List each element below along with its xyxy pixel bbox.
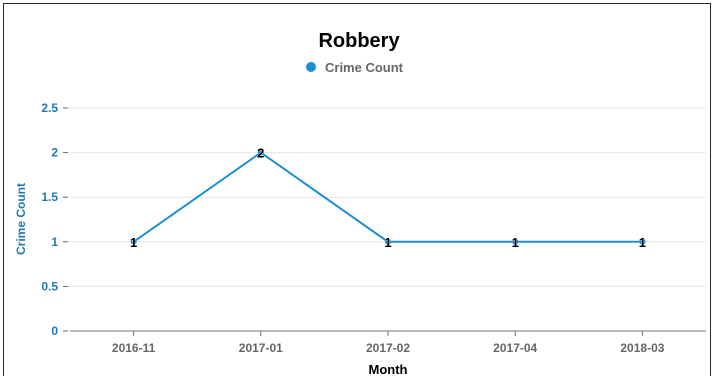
y-tick-label-2: 1 — [51, 235, 58, 249]
series-crime-count — [130, 149, 646, 245]
data-label-1: 2 — [257, 146, 264, 161]
data-label-2: 1 — [384, 235, 391, 250]
legend-marker — [306, 62, 316, 72]
x-tick-label-4: 2018-03 — [620, 341, 664, 355]
y-axis-ticks: 0 0.5 1 1.5 2 2.5 — [41, 101, 68, 338]
legend-label: Crime Count — [325, 60, 404, 75]
chart-title: Robbery — [318, 30, 400, 52]
data-label-0: 1 — [130, 235, 137, 250]
data-label-4: 1 — [639, 235, 646, 250]
data-point-4 — [639, 238, 646, 245]
y-axis-title: Crime Count — [14, 183, 28, 255]
data-labels: 1 2 1 1 1 — [130, 145, 647, 250]
legend[interactable]: Crime Count — [306, 60, 404, 75]
y-tick-label-4: 2 — [51, 146, 58, 160]
x-tick-label-3: 2017-04 — [493, 341, 537, 355]
data-point-3 — [512, 238, 519, 245]
y-tick-label-0: 0 — [51, 324, 58, 338]
data-point-2 — [385, 238, 391, 245]
data-point-0 — [130, 238, 137, 245]
y-tick-label-3: 1.5 — [41, 190, 58, 204]
data-point-1 — [257, 149, 264, 156]
chart-frame — [3, 3, 711, 376]
x-tick-label-2: 2017-02 — [366, 341, 410, 355]
y-tick-label-5: 2.5 — [41, 101, 58, 115]
x-tick-label-0: 2016-11 — [112, 341, 156, 355]
data-label-3: 1 — [512, 235, 519, 250]
x-tick-label-1: 2017-01 — [239, 341, 283, 355]
x-axis-ticks: 2016-11 2017-01 2017-02 2017-04 2018-03 — [112, 331, 665, 355]
y-tick-label-1: 0.5 — [41, 279, 58, 293]
gridlines — [70, 107, 706, 287]
x-axis-title: Month — [369, 362, 408, 377]
